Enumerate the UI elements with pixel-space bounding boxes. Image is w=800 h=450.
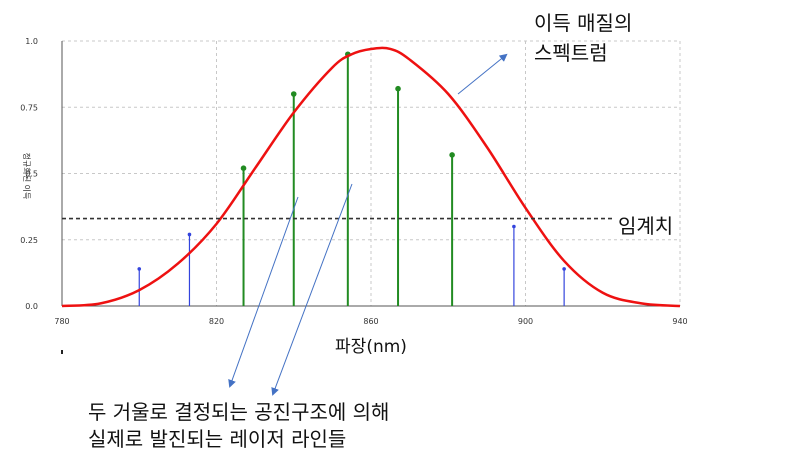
x-tick-label: 900	[518, 317, 533, 326]
mode-peak-dot	[290, 91, 297, 97]
axes	[61, 41, 680, 307]
laser-modes	[137, 51, 566, 306]
mode-peak-dot	[449, 152, 455, 158]
mode-peak-dot	[395, 85, 401, 92]
spectrum-annotation-line-2: 스펙트럼	[534, 41, 608, 65]
x-tick-label: 780	[54, 317, 69, 326]
y-tick-label: 0.5	[25, 170, 38, 179]
y-axis-label: 정규화된 이득	[22, 153, 32, 200]
spectrum-annotation-arrow	[457, 53, 508, 95]
y-tick-label: 0.75	[20, 103, 38, 112]
stray-dot	[61, 350, 63, 354]
threshold-annotation: 임계치	[618, 214, 673, 238]
mode-peak-dot	[137, 267, 142, 271]
x-tick-label: 940	[672, 317, 687, 326]
mode-peak-dot	[240, 165, 247, 171]
x-tick-label: 820	[209, 317, 224, 326]
mode-peak-dot	[187, 232, 192, 237]
x-tick-label: 860	[363, 317, 378, 326]
mode-peak-dot	[512, 224, 516, 229]
gain-curve	[61, 46, 681, 308]
x-axis-label: 파장(nm)	[335, 337, 407, 357]
cavity-annotation-line-1: 두 거울로 결정되는 공진구조에 의해	[88, 400, 389, 424]
y-tick-label: 0.25	[20, 236, 38, 245]
mode-peak-dot	[562, 267, 566, 271]
y-tick-label: 1.0	[25, 37, 38, 46]
y-tick-label: 0.0	[25, 302, 38, 311]
tick-labels: 0.0 0.25 0.5 0.75 1.0 780 820 860 900 940	[20, 37, 687, 326]
spectrum-annotation-line-1: 이득 매질의	[534, 11, 632, 35]
cavity-annotation-line-2: 실제로 발진되는 레이저 라인들	[88, 427, 346, 450]
cavity-arrow-left	[228, 196, 299, 388]
grid	[62, 40, 681, 306]
cavity-arrow-right	[271, 183, 353, 396]
